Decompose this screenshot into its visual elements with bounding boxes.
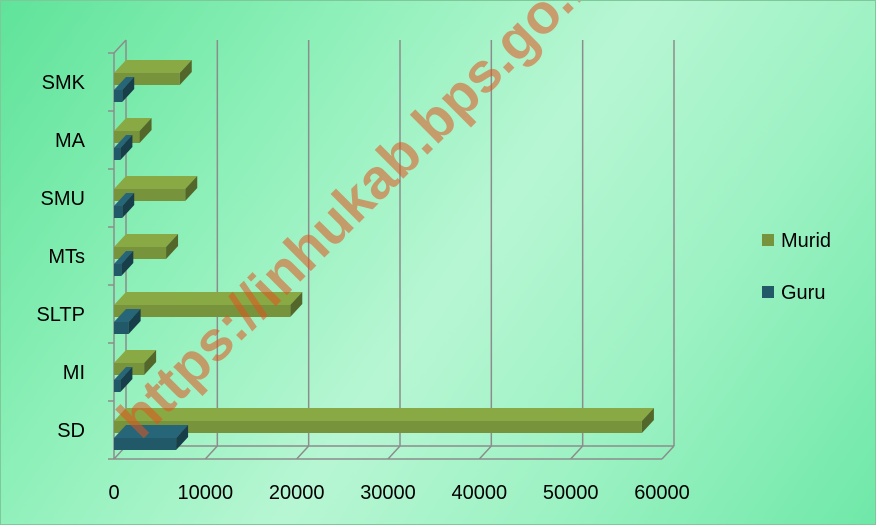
gridline-floor bbox=[478, 445, 492, 460]
gridline-floor bbox=[387, 445, 401, 460]
bar-guru-top bbox=[114, 367, 133, 380]
bars bbox=[114, 60, 654, 450]
bar-guru-front bbox=[114, 206, 123, 218]
bar-guru-end bbox=[120, 367, 133, 392]
bar-murid-end bbox=[641, 408, 654, 433]
x-tick-label: 50000 bbox=[543, 482, 599, 504]
bar-murid bbox=[114, 408, 654, 433]
bar-guru-end bbox=[176, 425, 189, 450]
legend-label: Murid bbox=[781, 230, 831, 252]
bar-murid-end bbox=[179, 60, 192, 85]
bar-murid-end bbox=[185, 176, 198, 201]
bar-guru-front bbox=[114, 148, 121, 160]
y-axis-top-edge bbox=[113, 39, 127, 54]
bar-murid bbox=[114, 234, 179, 259]
gridline-floor bbox=[661, 445, 675, 460]
bar-guru-end bbox=[128, 309, 141, 334]
bar-guru bbox=[114, 193, 135, 218]
bar-murid-top bbox=[114, 292, 303, 305]
bar-murid-end bbox=[166, 234, 179, 259]
y-tick-label: MTs bbox=[48, 246, 85, 268]
legend-swatch bbox=[762, 286, 774, 298]
bar-guru-top bbox=[114, 425, 189, 438]
gridline-floor bbox=[570, 445, 584, 460]
x-tick-label: 40000 bbox=[452, 482, 508, 504]
bar-guru-end bbox=[121, 251, 134, 276]
legend-swatch bbox=[762, 234, 774, 246]
bar-murid bbox=[114, 292, 303, 317]
gridlines bbox=[204, 40, 675, 460]
y-tick-label: SMK bbox=[42, 72, 86, 94]
bar-murid-end bbox=[290, 292, 303, 317]
bar-murid-end bbox=[144, 350, 157, 375]
bar-murid-top bbox=[114, 408, 654, 421]
bar-murid-top bbox=[114, 350, 157, 363]
bar-murid-top bbox=[114, 234, 179, 247]
gridline-floor bbox=[296, 445, 310, 460]
bar-guru bbox=[114, 77, 135, 102]
y-tick-label: MA bbox=[55, 130, 86, 152]
bar-murid-front bbox=[114, 421, 642, 433]
y-tick-label: SLTP bbox=[36, 304, 85, 326]
legend-label: Guru bbox=[781, 282, 825, 304]
bar-guru-front bbox=[114, 438, 177, 450]
gridline-floor bbox=[204, 445, 218, 460]
bar-guru bbox=[114, 367, 133, 392]
bar-guru bbox=[114, 251, 134, 276]
x-tick-label: 20000 bbox=[269, 482, 325, 504]
bar-murid-top bbox=[114, 176, 198, 189]
x-tick-label: 30000 bbox=[360, 482, 416, 504]
bar-murid-top bbox=[114, 118, 152, 131]
y-tick-labels: SD MI SLTP MTs SMU MA SMK bbox=[36, 72, 85, 442]
bar-murid-top bbox=[114, 60, 192, 73]
bar-guru-top bbox=[114, 135, 133, 148]
bar-guru-top bbox=[114, 309, 141, 322]
bar-murid-end bbox=[139, 118, 152, 143]
bar-guru-top bbox=[114, 193, 135, 206]
x-tick-label: 60000 bbox=[634, 482, 690, 504]
bar-guru-front bbox=[114, 264, 122, 276]
x-tick-label: 10000 bbox=[178, 482, 234, 504]
bar-guru-top bbox=[114, 77, 135, 90]
y-tick-label: SD bbox=[57, 420, 85, 442]
bar-murid bbox=[114, 118, 152, 143]
x-tick-labels: 0 10000 20000 30000 40000 50000 60000 bbox=[108, 482, 689, 504]
bar-guru-front bbox=[114, 90, 123, 102]
bar-murid-front bbox=[114, 305, 291, 317]
bar-guru-front bbox=[114, 380, 121, 392]
bar-guru-end bbox=[122, 193, 135, 218]
bar-guru-end bbox=[120, 135, 133, 160]
bar-guru-front bbox=[114, 322, 129, 334]
bar-guru-end bbox=[122, 77, 135, 102]
legend: Murid Guru bbox=[762, 230, 831, 304]
bar-guru bbox=[114, 309, 141, 334]
bar-guru bbox=[114, 425, 189, 450]
bar-guru bbox=[114, 135, 133, 160]
x-tick-label: 0 bbox=[108, 482, 119, 504]
y-tick-label: SMU bbox=[41, 188, 85, 210]
bar-guru-top bbox=[114, 251, 134, 264]
y-tick-label: MI bbox=[63, 362, 85, 384]
